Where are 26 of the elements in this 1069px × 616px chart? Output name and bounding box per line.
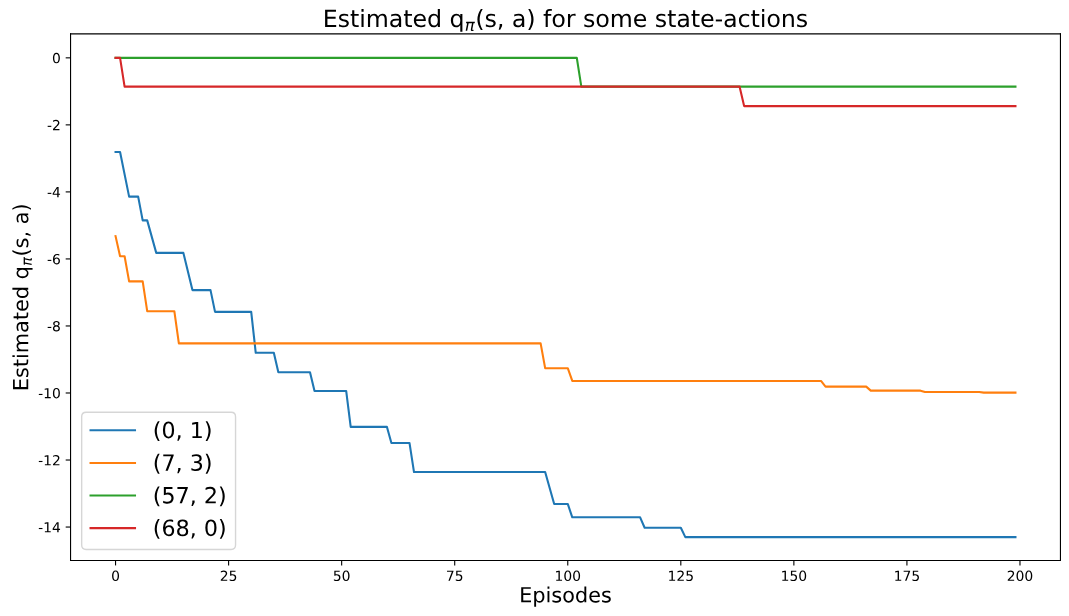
- x-axis-title: Episodes: [521, 586, 611, 607]
- y-tick-label: -6: [47, 253, 60, 265]
- x-tick-label: 50: [333, 570, 350, 582]
- legend-label: (68, 0): [154, 519, 225, 539]
- x-tick-label: 25: [220, 570, 237, 582]
- y-tick-label: -4: [47, 187, 61, 198]
- x-tick-label: 0: [112, 570, 120, 582]
- legend-label: (7, 3): [154, 453, 211, 474]
- y-tick-label: 0: [52, 52, 60, 64]
- legend-label: (0, 1): [154, 421, 211, 442]
- x-tick-label: 125: [669, 570, 693, 582]
- y-axis-title: Estimated q$_{π}$(s, a): [12, 205, 33, 390]
- chart-title: Estimated q$_{π}$(s, a) for some state-actions: [325, 8, 807, 32]
- y-tick-label: -10: [38, 387, 60, 399]
- y-tick-label: -14: [38, 522, 61, 533]
- x-tick-label: 175: [895, 570, 919, 582]
- x-tick-label: 200: [1007, 570, 1033, 582]
- line-series: [114, 235, 1017, 394]
- y-tick-label: -12: [38, 454, 60, 466]
- y-tick-label: -2: [47, 119, 60, 131]
- x-tick-label: 150: [782, 570, 807, 582]
- y-tick-label: -8: [47, 320, 60, 332]
- legend-label: (57, 2): [154, 486, 225, 507]
- x-tick-label: 100: [556, 570, 581, 582]
- line-series: [114, 150, 1017, 539]
- x-tick-label: 75: [447, 570, 463, 582]
